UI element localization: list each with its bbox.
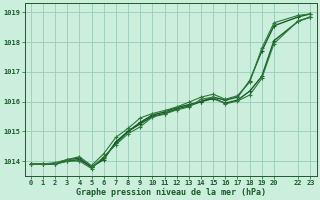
- X-axis label: Graphe pression niveau de la mer (hPa): Graphe pression niveau de la mer (hPa): [76, 188, 266, 197]
